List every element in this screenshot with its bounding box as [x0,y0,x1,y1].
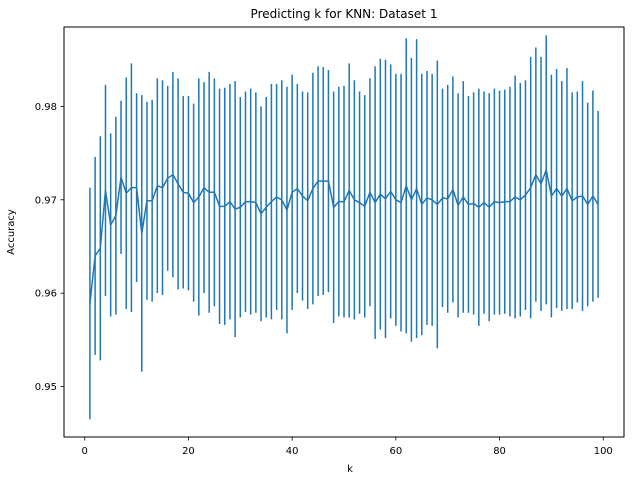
y-axis-ticks: 0.95 0.96 0.97 0.98 [35,102,64,393]
x-tick-label: 100 [594,446,613,457]
y-tick-label: 0.95 [35,382,57,393]
x-tick-label: 40 [286,446,299,457]
x-tick-label: 60 [389,446,402,457]
y-axis-label: Accuracy [6,209,17,255]
x-tick-label: 0 [82,446,88,457]
x-axis-label: k [347,464,353,475]
x-tick-label: 80 [493,446,506,457]
x-tick-label: 20 [182,446,195,457]
y-tick-label: 0.96 [35,289,57,300]
y-tick-label: 0.97 [35,195,57,206]
y-tick-label: 0.98 [35,102,57,113]
x-axis-ticks: 0 20 40 60 80 100 [82,437,613,457]
chart-title: Predicting k for KNN: Dataset 1 [251,7,438,21]
accuracy-line [89,169,599,304]
plot-frame [63,26,625,438]
series-line-group [89,169,599,304]
